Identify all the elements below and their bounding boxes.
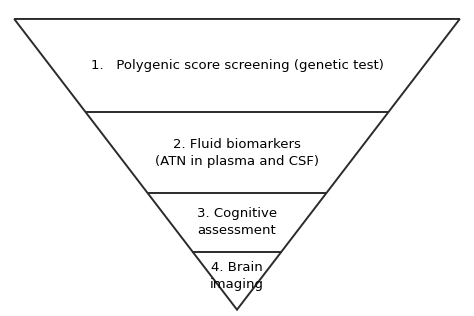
Text: 2. Fluid biomarkers
(ATN in plasma and CSF): 2. Fluid biomarkers (ATN in plasma and C… bbox=[155, 138, 319, 168]
Text: 1.   Polygenic score screening (genetic test): 1. Polygenic score screening (genetic te… bbox=[91, 59, 383, 72]
Text: 3. Cognitive
assessment: 3. Cognitive assessment bbox=[197, 208, 277, 237]
Polygon shape bbox=[14, 19, 460, 310]
Text: 4. Brain
imaging: 4. Brain imaging bbox=[210, 261, 264, 291]
